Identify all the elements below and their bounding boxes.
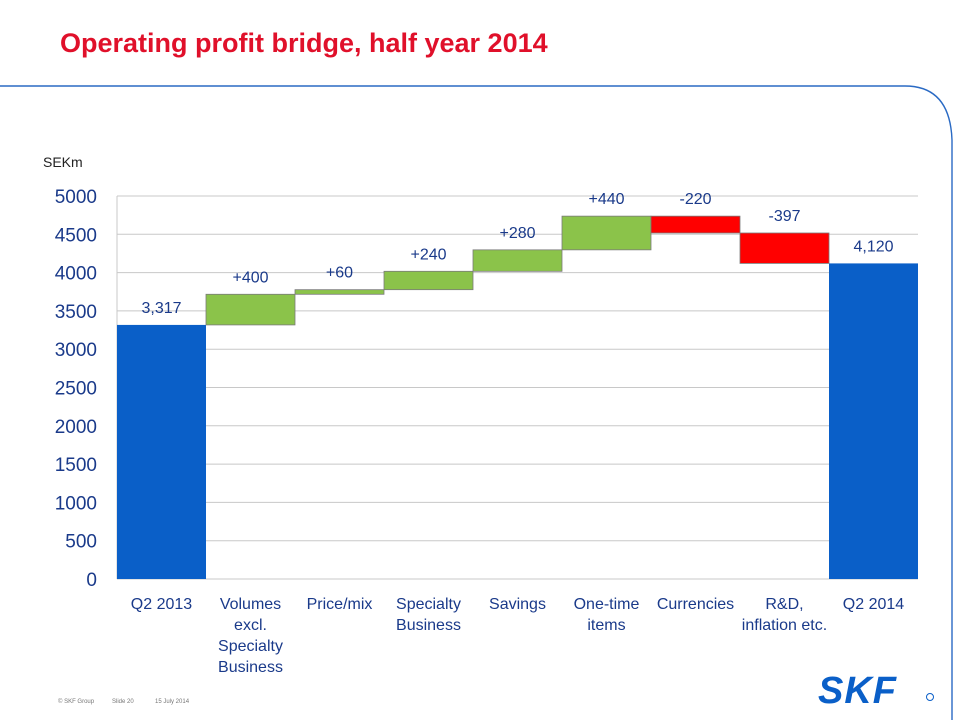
data-label: +60 (326, 265, 353, 282)
bar-increase (472, 249, 563, 272)
page-title: Operating profit bridge, half year 2014 (60, 28, 548, 58)
data-label: +440 (588, 191, 624, 208)
x-tick-label: inflation etc. (742, 617, 827, 634)
x-tick-label: Volumes (220, 596, 281, 613)
data-label: +280 (499, 225, 535, 242)
data-label: -220 (679, 191, 711, 208)
y-tick-label: 5000 (55, 187, 97, 208)
y-tick-label: 4000 (55, 264, 97, 285)
bar-increase (294, 289, 385, 295)
x-tick-label: Currencies (657, 596, 734, 613)
bar-total (829, 263, 918, 579)
x-tick-label: Specialty (396, 596, 461, 613)
y-tick-label: 3500 (55, 302, 97, 323)
x-tick-label: items (587, 617, 625, 634)
footer-date: 15 July 2014 (155, 699, 190, 705)
y-tick-label: 500 (65, 532, 97, 553)
x-tick-label: Price/mix (307, 596, 373, 613)
data-label: 3,317 (141, 300, 181, 317)
x-tick-label: Q2 2013 (131, 596, 192, 613)
bar-decrease (650, 215, 741, 234)
y-tick-label: 2000 (55, 417, 97, 438)
skf-logo: SKF (818, 670, 934, 710)
y-axis-label: SEKm (43, 154, 83, 170)
bar-decrease (739, 232, 830, 264)
bar-increase (205, 293, 296, 326)
x-tick-label: Business (218, 659, 283, 676)
y-tick-label: 0 (86, 570, 97, 591)
x-tick-label: excl. (234, 617, 267, 634)
bar-increase (561, 215, 652, 251)
data-label: -397 (768, 208, 800, 225)
data-label: +240 (410, 246, 446, 263)
x-tick-label: Specialty (218, 638, 283, 655)
bar-total (117, 324, 206, 579)
bar-increase (383, 270, 474, 291)
x-tick-label: R&D, (765, 596, 803, 613)
y-tick-label: 4500 (55, 225, 97, 246)
footer-slide-number: Slide 20 (112, 699, 134, 705)
y-tick-label: 1500 (55, 455, 97, 476)
x-tick-label: Q2 2014 (843, 596, 904, 613)
x-tick-label: Business (396, 617, 461, 634)
svg-text:SKF: SKF (818, 670, 898, 710)
footer-copyright: © SKF Group (58, 699, 95, 705)
data-label: +400 (232, 269, 268, 286)
y-tick-label: 1000 (55, 493, 97, 514)
y-tick-label: 2500 (55, 379, 97, 400)
y-tick-label: 3000 (55, 340, 97, 361)
x-tick-label: One-time (574, 596, 640, 613)
data-label: 4,120 (853, 238, 893, 255)
x-tick-label: Savings (489, 596, 546, 613)
